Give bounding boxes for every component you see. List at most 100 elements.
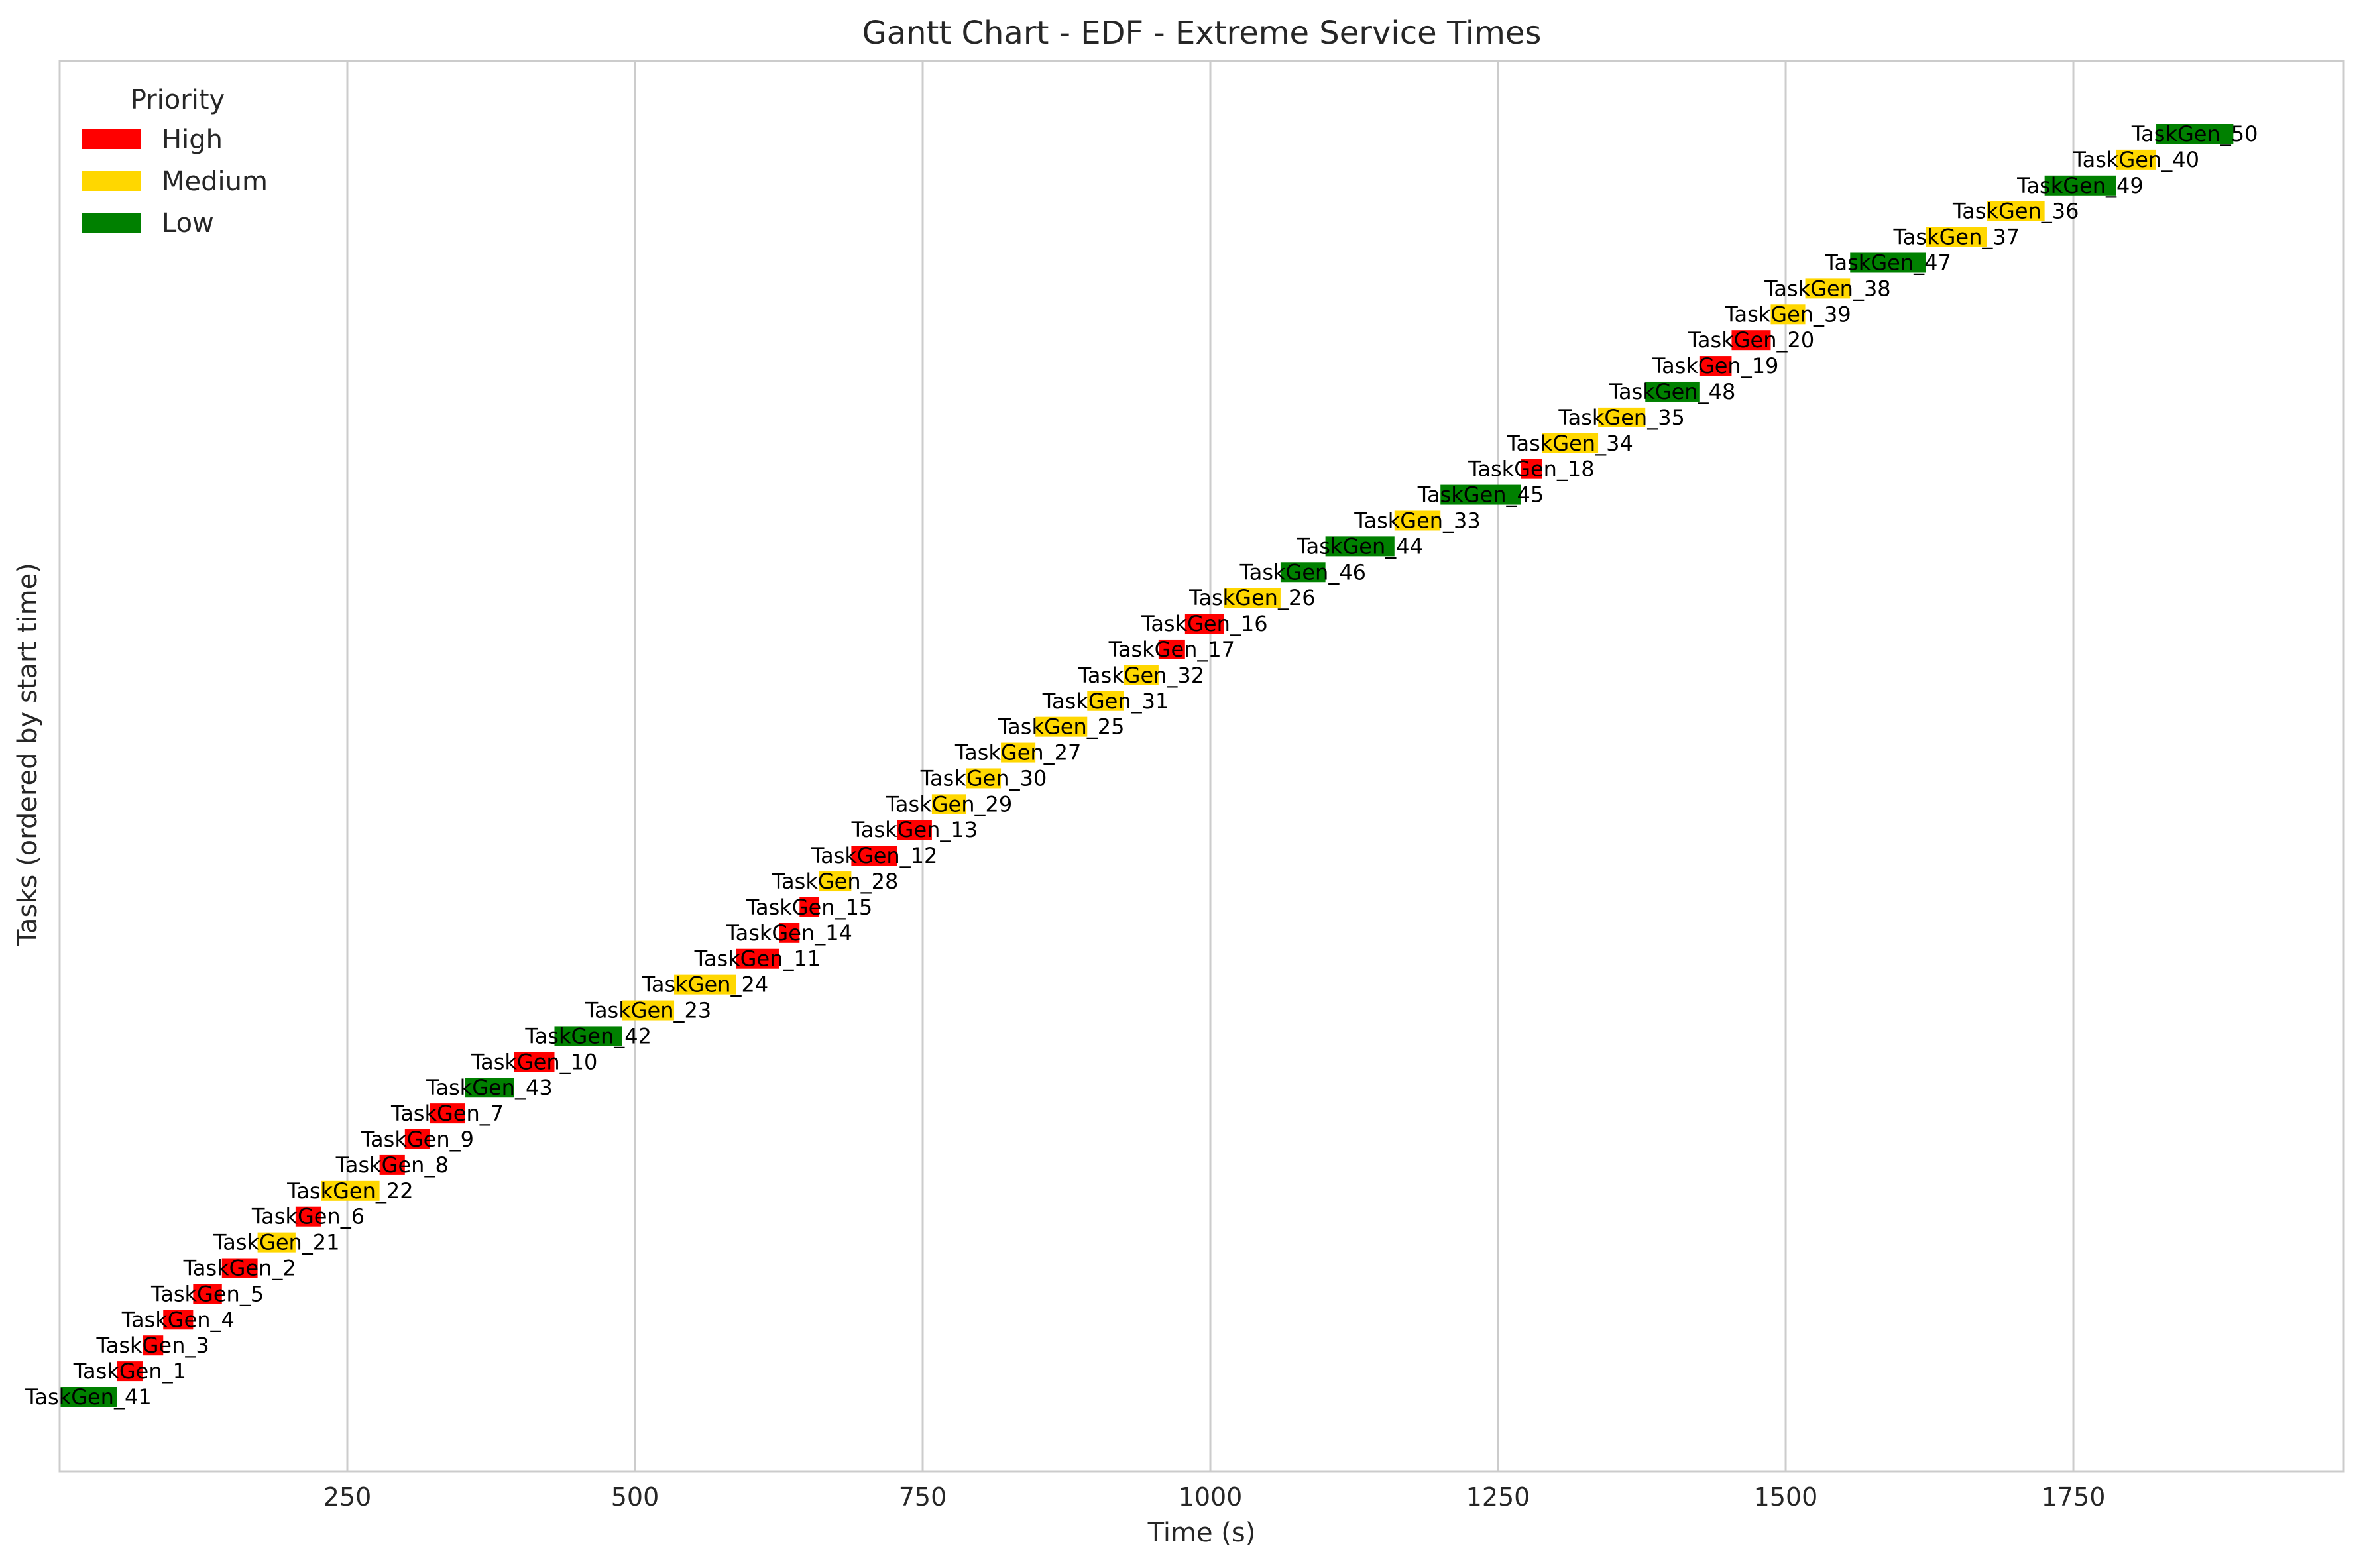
task-bar-taskgen-49	[2044, 175, 2116, 196]
task-bar-taskgen-31	[1087, 691, 1124, 711]
legend-label-medium: Medium	[162, 166, 268, 197]
task-bar-taskgen-14	[779, 923, 800, 943]
task-bar-taskgen-13	[897, 820, 932, 840]
task-bar-taskgen-17	[1158, 639, 1185, 659]
x-tick-label-1000: 1000	[1179, 1483, 1243, 1512]
task-label-taskgen-33: TaskGen_33	[1354, 508, 1481, 533]
task-bar-taskgen-29	[931, 794, 966, 814]
task-label-taskgen-38: TaskGen_38	[1764, 276, 1891, 301]
task-label-taskgen-16: TaskGen_16	[1141, 611, 1268, 636]
task-bar-taskgen-5	[193, 1284, 222, 1304]
task-labels: TaskGen_41TaskGen_1TaskGen_3TaskGen_4Tas…	[25, 121, 2258, 1410]
x-tick-label-750: 750	[899, 1483, 947, 1512]
task-bars	[60, 124, 2234, 1407]
task-label-taskgen-12: TaskGen_12	[811, 843, 938, 868]
task-label-taskgen-35: TaskGen_35	[1558, 405, 1685, 430]
task-label-taskgen-26: TaskGen_26	[1188, 585, 1316, 610]
task-bar-taskgen-25	[1035, 716, 1088, 737]
grid-lines	[346, 61, 2075, 1471]
task-label-taskgen-13: TaskGen_13	[851, 817, 978, 842]
task-label-taskgen-2: TaskGen_2	[183, 1256, 296, 1281]
task-label-taskgen-41: TaskGen_41	[25, 1384, 152, 1410]
task-bar-taskgen-21	[257, 1232, 296, 1253]
task-bar-taskgen-12	[851, 846, 897, 866]
x-tick-label-1750: 1750	[2042, 1483, 2106, 1512]
plot-background	[60, 61, 2344, 1471]
task-bar-taskgen-8	[379, 1154, 405, 1175]
task-bar-taskgen-28	[819, 871, 852, 892]
task-bar-taskgen-26	[1224, 588, 1281, 608]
x-tick-label-1250: 1250	[1466, 1483, 1530, 1512]
task-label-taskgen-22: TaskGen_22	[286, 1178, 414, 1204]
task-bar-taskgen-32	[1124, 665, 1159, 685]
task-label-taskgen-47: TaskGen_47	[1824, 250, 1951, 275]
task-label-taskgen-18: TaskGen_18	[1468, 457, 1595, 482]
task-label-taskgen-23: TaskGen_23	[585, 998, 712, 1023]
task-bar-taskgen-34	[1541, 433, 1599, 453]
legend-label-low: Low	[162, 208, 214, 239]
task-bar-taskgen-16	[1184, 614, 1224, 634]
task-label-taskgen-3: TaskGen_3	[96, 1333, 209, 1358]
task-bar-taskgen-15	[799, 897, 819, 917]
task-bar-taskgen-47	[1850, 252, 1926, 273]
x-axis-ticks: 250 500 750 1000 1250 1500 1750	[323, 1483, 2106, 1512]
task-label-taskgen-40: TaskGen_40	[2072, 147, 2199, 172]
task-label-taskgen-36: TaskGen_36	[1952, 199, 2079, 224]
legend-swatch-low	[82, 213, 141, 233]
task-label-taskgen-29: TaskGen_29	[886, 791, 1013, 816]
task-bar-taskgen-9	[404, 1129, 430, 1150]
task-bar-taskgen-7	[430, 1103, 465, 1124]
task-bar-taskgen-1	[117, 1361, 143, 1382]
task-bar-taskgen-37	[1926, 227, 1987, 247]
task-bar-taskgen-33	[1394, 510, 1441, 531]
task-bar-taskgen-4	[163, 1310, 194, 1330]
task-label-taskgen-31: TaskGen_31	[1042, 689, 1169, 714]
legend: Priority High Medium Low	[82, 85, 268, 239]
task-bar-taskgen-19	[1699, 356, 1732, 376]
task-label-taskgen-10: TaskGen_10	[471, 1049, 598, 1074]
task-bar-taskgen-39	[1770, 304, 1806, 325]
task-bar-taskgen-3	[142, 1335, 164, 1356]
task-label-taskgen-28: TaskGen_28	[772, 869, 899, 894]
task-label-taskgen-30: TaskGen_30	[920, 765, 1047, 791]
task-bar-taskgen-2	[221, 1258, 258, 1278]
task-label-taskgen-24: TaskGen_24	[642, 972, 769, 997]
task-label-taskgen-19: TaskGen_19	[1652, 353, 1779, 378]
task-label-taskgen-21: TaskGen_21	[213, 1230, 340, 1255]
task-label-taskgen-45: TaskGen_45	[1417, 482, 1544, 508]
task-bar-taskgen-44	[1325, 536, 1395, 557]
task-label-taskgen-27: TaskGen_27	[954, 740, 1082, 765]
legend-swatch-high	[82, 129, 141, 149]
task-label-taskgen-4: TaskGen_4	[121, 1307, 235, 1332]
task-bar-taskgen-6	[295, 1206, 321, 1227]
y-axis-label: Tasks (ordered by start time)	[13, 563, 43, 946]
task-bar-taskgen-36	[1987, 201, 2045, 221]
task-bar-taskgen-23	[622, 1000, 675, 1021]
plot-frame	[58, 60, 2345, 1473]
task-label-taskgen-50: TaskGen_50	[2131, 121, 2258, 146]
task-label-taskgen-43: TaskGen_43	[426, 1075, 553, 1100]
legend-label-high: High	[162, 125, 223, 155]
task-bar-taskgen-30	[966, 768, 1002, 789]
task-bar-taskgen-41	[60, 1387, 117, 1407]
task-bar-taskgen-18	[1521, 459, 1542, 479]
task-label-taskgen-5: TaskGen_5	[150, 1281, 264, 1306]
task-bar-taskgen-50	[2156, 124, 2234, 144]
plot-area: TaskGen_41TaskGen_1TaskGen_3TaskGen_4Tas…	[25, 60, 2345, 1473]
task-bar-taskgen-11	[736, 948, 779, 969]
task-bar-taskgen-46	[1280, 562, 1326, 583]
task-label-taskgen-48: TaskGen_48	[1609, 379, 1736, 404]
task-bar-taskgen-22	[321, 1180, 380, 1201]
task-bar-taskgen-43	[465, 1078, 514, 1098]
chart-title: Gantt Chart - EDF - Extreme Service Time…	[862, 15, 1542, 52]
x-axis-label: Time (s)	[1147, 1518, 1256, 1548]
task-label-taskgen-7: TaskGen_7	[390, 1101, 504, 1126]
task-label-taskgen-44: TaskGen_44	[1296, 533, 1423, 559]
task-label-taskgen-39: TaskGen_39	[1724, 302, 1851, 327]
task-bar-taskgen-45	[1440, 484, 1521, 505]
task-bar-taskgen-20	[1731, 330, 1771, 351]
task-label-taskgen-9: TaskGen_9	[361, 1127, 474, 1152]
task-label-taskgen-49: TaskGen_49	[2016, 173, 2144, 198]
task-bar-taskgen-42	[554, 1026, 622, 1046]
